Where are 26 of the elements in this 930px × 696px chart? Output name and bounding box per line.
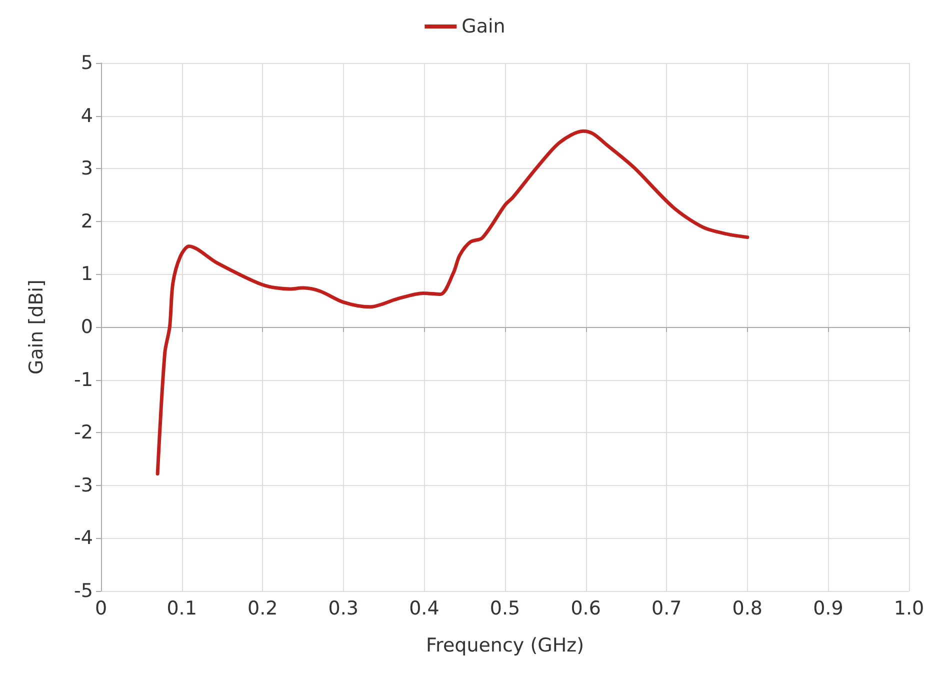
x-tick-label: 0.2 (247, 598, 278, 620)
y-tick-label: 5 (80, 52, 93, 74)
y-tick-label: -1 (74, 368, 93, 391)
x-tick-label: 0.7 (651, 598, 682, 620)
y-tick-label: 2 (80, 210, 93, 232)
legend-label: Gain (462, 16, 506, 38)
x-tick-label: 0.9 (813, 598, 844, 620)
y-tick-label: -4 (74, 527, 93, 550)
y-tick-label: 4 (80, 104, 93, 127)
y-tick-label: 3 (80, 158, 93, 180)
y-tick-label: -3 (74, 474, 93, 496)
x-tick-label: 0.4 (409, 598, 440, 620)
y-tick-label: 0 (80, 316, 93, 338)
x-axis-title: Frequency (GHz) (426, 634, 584, 656)
x-tick-label: 0.6 (570, 598, 601, 620)
x-tick-label: 1.0 (894, 598, 924, 620)
x-tick-label: 0.3 (328, 598, 359, 620)
y-tick-label: -5 (74, 580, 93, 602)
x-tick-label: 0 (94, 598, 108, 620)
y-tick-label: 1 (80, 263, 93, 286)
y-axis-title: Gain [dBi] (26, 280, 48, 374)
x-tick-label: 0.1 (166, 598, 197, 620)
y-tick-label: -2 (74, 422, 93, 444)
x-tick-label: 0.8 (732, 598, 763, 620)
line-series (156, 129, 750, 476)
x-tick-label: 0.5 (490, 598, 520, 620)
